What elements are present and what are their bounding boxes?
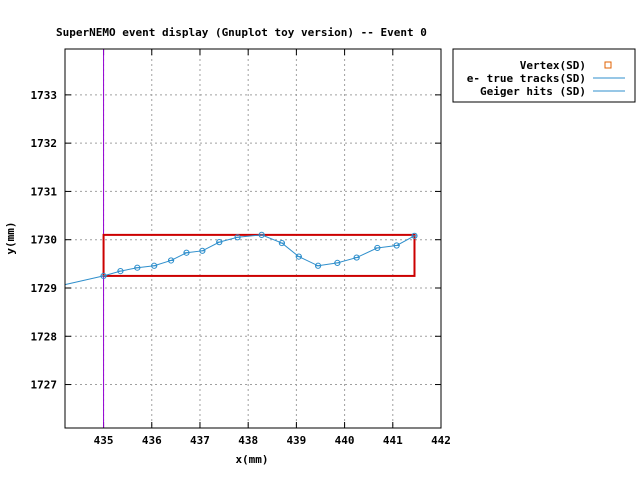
geiger-hit-point xyxy=(295,253,302,260)
geiger-hit-point xyxy=(334,259,341,266)
geiger-hit-point xyxy=(134,264,141,271)
geiger-hit-point xyxy=(151,262,158,269)
plot-frame xyxy=(64,48,442,429)
legend-label: Vertex(SD) xyxy=(520,59,586,72)
y-tick-label: 1732 xyxy=(31,137,58,150)
geiger-hit-point xyxy=(167,257,175,264)
y-tick-label: 1728 xyxy=(31,330,58,343)
legend-marker-square xyxy=(604,61,612,69)
geiger-hit-point xyxy=(278,239,286,247)
legend-label: Geiger hits (SD) xyxy=(480,85,586,98)
legend-box xyxy=(452,48,636,103)
geiger-hit-point xyxy=(100,272,107,280)
x-axis-title: x(mm) xyxy=(235,453,268,466)
track-line xyxy=(64,275,104,286)
grid xyxy=(65,49,441,428)
geiger-hit-point xyxy=(199,247,206,254)
legend-label: e- true tracks(SD) xyxy=(467,72,586,85)
x-tick-label: 440 xyxy=(335,434,355,447)
x-tick-label: 442 xyxy=(431,434,451,447)
geiger-hit-point xyxy=(393,242,400,249)
x-tick-label: 439 xyxy=(286,434,306,447)
x-tick-label: 437 xyxy=(190,434,210,447)
y-tick-label: 1731 xyxy=(31,185,58,198)
x-tick-label: 438 xyxy=(238,434,258,447)
geiger-hit-point xyxy=(314,262,322,269)
geiger-hit-point xyxy=(234,234,241,241)
geiger-hit-point xyxy=(411,232,418,239)
x-tick-label: 441 xyxy=(383,434,403,447)
axis-ticks: 435 436 437 438 439 440 441 442 1727 1728 1729 1730… xyxy=(31,49,451,447)
x-tick-label: 436 xyxy=(142,434,162,447)
chart-title: SuperNEMO event display (Gnuplot toy ver… xyxy=(56,26,427,39)
y-axis-title: y(mm) xyxy=(4,221,17,254)
plot-area xyxy=(64,49,418,428)
y-tick-label: 1729 xyxy=(31,282,58,295)
geiger-hit-point xyxy=(353,254,360,261)
bounding-box xyxy=(102,233,416,277)
x-tick-label: 435 xyxy=(94,434,114,447)
y-tick-label: 1733 xyxy=(31,89,58,102)
legend: Vertex(SD)e- true tracks(SD)Geiger hits … xyxy=(452,48,636,103)
geiger-hit-point xyxy=(117,267,124,275)
geiger-hit-point xyxy=(183,249,190,256)
geiger-hit-point xyxy=(258,231,265,238)
y-tick-label: 1730 xyxy=(31,234,58,247)
geiger-hit-point xyxy=(374,244,381,252)
track-line xyxy=(103,234,415,277)
y-tick-label: 1727 xyxy=(31,379,58,392)
geiger-hit-point xyxy=(216,239,223,246)
